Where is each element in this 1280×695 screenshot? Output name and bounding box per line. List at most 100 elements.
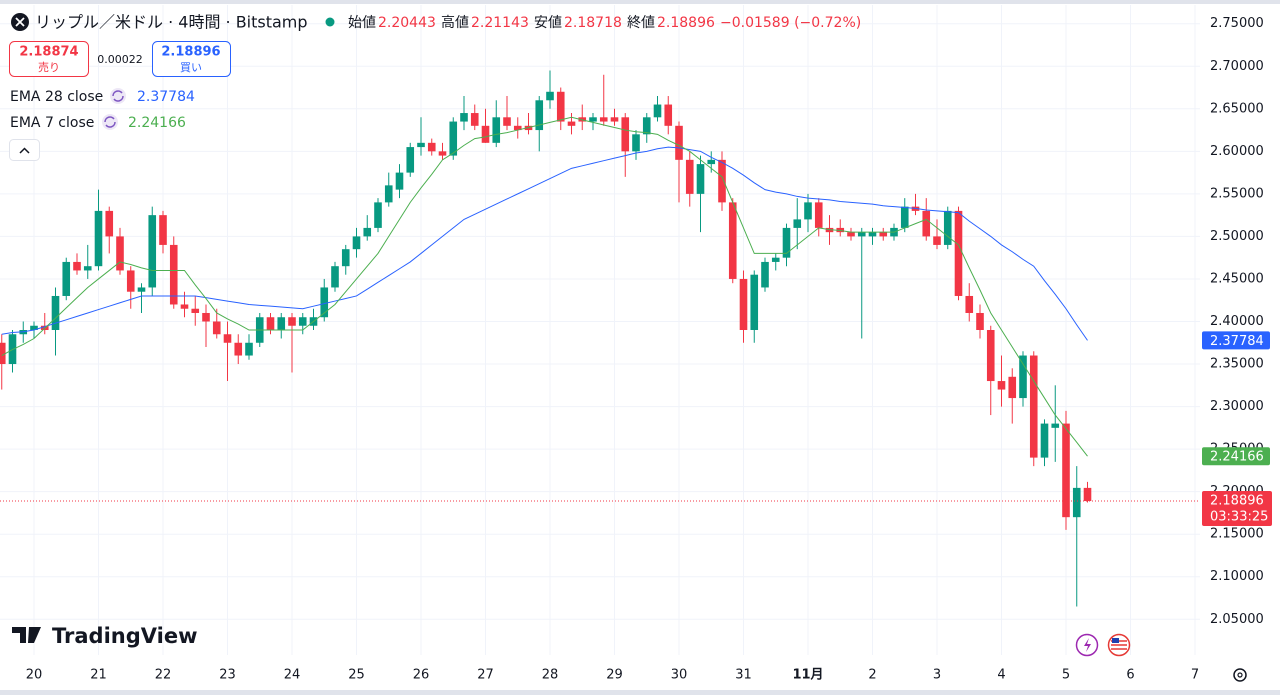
candle-body (535, 100, 544, 131)
buy-button[interactable] (152, 41, 231, 77)
candle-body (470, 113, 479, 126)
top-border (0, 0, 1280, 4)
low-value: 2.18718 (564, 15, 622, 31)
candle-body (427, 142, 436, 152)
candle-body (997, 381, 1006, 390)
sell-price: 2.18874 (19, 45, 78, 60)
candle-body (718, 159, 726, 203)
candle-body (546, 91, 554, 101)
candle-body (363, 227, 372, 237)
candle-body (417, 142, 425, 148)
candle-body (288, 317, 296, 326)
candle-body (245, 342, 253, 356)
candle-body (1062, 423, 1070, 518)
candle-body (503, 117, 511, 126)
y-tick-label: 2.65000 (1210, 101, 1264, 116)
settings-button[interactable] (1233, 668, 1247, 682)
candle-body (202, 312, 210, 322)
sell-button[interactable] (9, 41, 89, 77)
candle-body (696, 164, 705, 194)
x-tick-label: 31 (735, 668, 752, 683)
y-tick-label: 2.75000 (1210, 16, 1264, 31)
candle-body (685, 159, 694, 194)
candle-body (492, 117, 501, 143)
buy-label: 買い (180, 61, 202, 74)
candle-body (223, 334, 232, 343)
ema-badge-label: 2.37784 (1210, 334, 1264, 349)
candle-body (341, 249, 350, 267)
x-tick-label: 4 (997, 668, 1005, 683)
collapse-icon (19, 147, 30, 154)
candle-body (1083, 487, 1092, 502)
candle-body (449, 121, 458, 156)
ema28-name[interactable]: EMA 28 close (10, 89, 103, 105)
candle-body (277, 317, 286, 330)
legend: リップル／米ドル · 4時間 · Bitstamp 始値 2.20443 高値 … (9, 13, 1247, 682)
symbol-title[interactable]: リップル／米ドル · 4時間 · Bitstamp (35, 13, 308, 32)
candle-body (782, 227, 791, 258)
candle-body (621, 117, 630, 152)
ema7-value: 2.24166 (128, 115, 186, 131)
candle-body (567, 121, 576, 126)
candle-body (922, 210, 931, 237)
candle-body (879, 232, 888, 237)
buy-price: 2.18896 (161, 45, 220, 60)
candle-body (642, 117, 651, 135)
candle-body (653, 104, 662, 118)
candle-body (331, 266, 339, 288)
grid (0, 5, 1200, 655)
watermark: TradingView (52, 624, 197, 648)
y-tick-label: 2.05000 (1210, 612, 1264, 627)
candle-body (556, 91, 565, 122)
price-badge-label: 2.18896 (1210, 494, 1264, 509)
high-value: 2.21143 (471, 15, 529, 31)
candle-body (610, 117, 619, 122)
ema7-icon-arrows (104, 116, 116, 128)
candle-body (675, 125, 683, 160)
candle-body (73, 261, 81, 271)
x-tick-label: 11月 (792, 668, 823, 683)
candle-body (707, 159, 716, 165)
x-tick-label: 24 (284, 668, 301, 683)
change-value: −0.01589 (−0.72%) (720, 15, 861, 31)
collapse-button[interactable] (9, 139, 40, 161)
candle-body (589, 117, 597, 122)
candle-body (126, 270, 135, 292)
ema7-name[interactable]: EMA 7 close (10, 115, 94, 131)
candle-body (965, 295, 974, 313)
candle-body (438, 151, 447, 156)
candle-body (804, 202, 812, 220)
x-tick-label: 21 (90, 668, 107, 683)
candle-body (406, 147, 415, 173)
x-tick-label: 2 (868, 668, 876, 683)
price-axis: 2.050002.100002.150002.200002.250002.300… (26, 16, 1272, 683)
market-status[interactable] (325, 17, 335, 27)
candle-body (1040, 423, 1049, 458)
candle-body (148, 215, 157, 288)
candle-body (771, 257, 780, 262)
x-tick-label: 6 (1126, 668, 1134, 683)
low-label: 安値 (534, 15, 562, 31)
symbol-icon-x (15, 17, 25, 27)
y-tick-label: 2.40000 (1210, 314, 1264, 329)
candle-body (1029, 355, 1038, 458)
x-tick-label: 26 (413, 668, 430, 683)
candle-body (212, 321, 221, 335)
x-tick-label: 29 (606, 668, 623, 683)
y-tick-label: 2.15000 (1210, 527, 1264, 542)
x-tick-label: 22 (155, 668, 172, 683)
candle-body (159, 215, 167, 245)
candle-body (599, 117, 608, 122)
candle-body (180, 304, 189, 309)
ema-badge (1202, 447, 1270, 466)
candle-body (191, 308, 200, 313)
candle-body (750, 274, 759, 330)
candle-body (105, 210, 114, 237)
candle-body (1019, 355, 1027, 399)
x-tick-label: 5 (1062, 668, 1070, 683)
candle-body (298, 317, 307, 326)
ema-line (1, 116, 1088, 457)
close-label: 終値 (627, 15, 655, 31)
candle-body (374, 202, 382, 228)
